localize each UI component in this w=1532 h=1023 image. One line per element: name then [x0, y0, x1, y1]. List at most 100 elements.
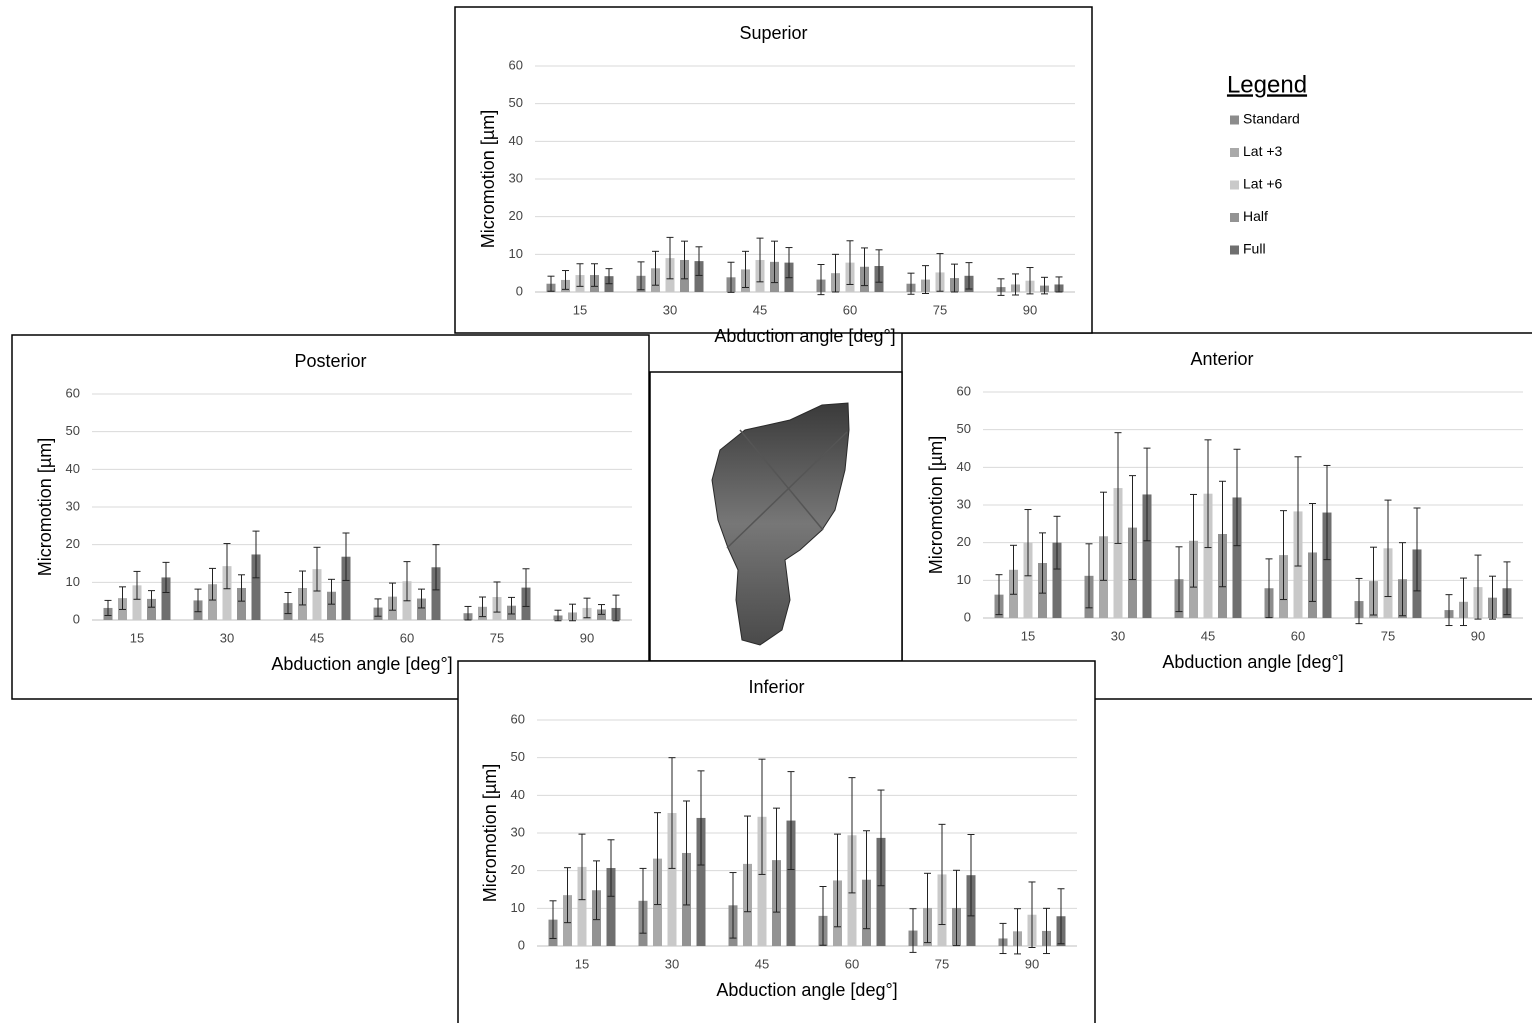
- x-tick-label: 90: [1025, 956, 1039, 971]
- error-bar: [652, 250, 659, 286]
- error-bar: [1503, 561, 1511, 616]
- error-bar: [938, 823, 946, 926]
- error-bar: [1129, 475, 1136, 581]
- error-bar: [1460, 577, 1467, 627]
- chart-title: Anterior: [1190, 349, 1253, 369]
- error-bar: [418, 588, 425, 609]
- error-bar: [639, 867, 647, 934]
- bar: [431, 567, 441, 620]
- error-bar: [729, 872, 737, 939]
- legend-label: Lat +3: [1243, 143, 1283, 159]
- error-bar: [374, 598, 382, 617]
- error-bar: [1143, 447, 1151, 542]
- error-bar: [863, 830, 870, 930]
- error-bar: [1370, 546, 1377, 616]
- y-tick-label: 50: [511, 749, 525, 764]
- error-bar: [1024, 509, 1032, 577]
- bar: [1142, 494, 1152, 618]
- error-bar: [1474, 554, 1482, 620]
- error-bar: [907, 272, 915, 295]
- error-bar: [607, 839, 615, 897]
- y-tick-label: 50: [509, 95, 523, 110]
- x-tick-label: 90: [1471, 628, 1485, 643]
- error-bar: [605, 268, 613, 285]
- error-bar: [1175, 546, 1183, 613]
- error-bar: [924, 872, 931, 944]
- error-bar: [1114, 432, 1122, 544]
- error-bar: [104, 599, 112, 616]
- error-bar: [576, 263, 584, 287]
- bar: [667, 813, 677, 946]
- error-bar: [1323, 464, 1331, 561]
- legend-swatch: [1230, 213, 1239, 222]
- error-bar: [758, 758, 766, 875]
- error-bar: [668, 757, 676, 869]
- error-bar: [223, 543, 231, 590]
- error-bar: [569, 603, 576, 622]
- bar: [876, 837, 886, 946]
- x-tick-label: 60: [845, 956, 859, 971]
- error-bar: [133, 570, 141, 600]
- error-bar: [403, 561, 411, 602]
- error-bar: [819, 885, 827, 946]
- error-bar: [1355, 577, 1363, 625]
- bar: [1232, 497, 1242, 618]
- error-bar: [547, 275, 555, 292]
- bar: [694, 261, 704, 292]
- x-tick-label: 30: [663, 302, 677, 317]
- chart-panel: Posterior 0 10 20 30 40 50 60 Micromotion [µm] Ab…: [11, 334, 650, 700]
- bar: [161, 577, 171, 620]
- error-bar: [209, 567, 216, 601]
- error-bar: [299, 570, 306, 606]
- y-tick-label: 60: [957, 383, 971, 398]
- y-tick-label: 20: [66, 536, 80, 551]
- y-tick-label: 30: [511, 824, 525, 839]
- chart-panel: Anterior 0 10 20 30 40 50 60 Micromotion [µm] Abd…: [901, 332, 1532, 700]
- y-tick-label: 10: [66, 574, 80, 589]
- error-bar: [909, 908, 917, 953]
- chart-panel: Inferior 0 10 20 30 40 50 60 Micromotion [µm] Abd…: [457, 660, 1096, 1023]
- error-bar: [695, 246, 703, 276]
- x-tick-label: 45: [753, 302, 767, 317]
- y-tick-label: 60: [509, 57, 523, 72]
- chart-panel: Superior 0 10 20 30 40 50 60 Micromotion [µm] Abd…: [454, 6, 1093, 346]
- error-bar: [342, 532, 350, 581]
- error-bar: [1190, 493, 1197, 588]
- error-bar: [313, 546, 321, 592]
- error-bar: [654, 812, 661, 906]
- x-tick-label: 75: [935, 956, 949, 971]
- bar: [1023, 542, 1033, 618]
- x-tick-label: 45: [755, 956, 769, 971]
- error-bar: [598, 604, 605, 615]
- y-tick-label: 10: [957, 572, 971, 587]
- chart-title: Inferior: [748, 677, 804, 697]
- error-bar: [1309, 502, 1316, 602]
- x-tick-label: 45: [1201, 628, 1215, 643]
- error-bar: [817, 264, 825, 296]
- y-tick-label: 0: [516, 283, 523, 298]
- error-bar: [1219, 480, 1226, 588]
- error-bar: [637, 261, 645, 291]
- bar: [417, 598, 426, 620]
- error-bar: [756, 237, 764, 283]
- error-bar: [554, 609, 562, 622]
- error-bar: [194, 588, 202, 613]
- error-bar: [1413, 507, 1421, 592]
- x-axis-label: Abduction angle [deg°]: [714, 326, 895, 346]
- error-bar: [238, 574, 245, 602]
- x-axis-label: Abduction angle [deg°]: [1162, 652, 1343, 672]
- error-bar: [493, 581, 501, 613]
- error-bar: [785, 247, 793, 279]
- error-bar: [1010, 544, 1017, 595]
- legend-label: Full: [1243, 241, 1266, 257]
- legend-label: Lat +6: [1243, 176, 1283, 192]
- error-bar: [1014, 908, 1021, 955]
- x-tick-label: 30: [220, 630, 234, 645]
- error-bar: [997, 278, 1005, 296]
- error-bar: [1445, 594, 1453, 627]
- legend-swatch: [1230, 180, 1239, 190]
- error-bar: [1100, 491, 1107, 581]
- y-tick-label: 40: [957, 459, 971, 474]
- y-tick-label: 20: [511, 862, 525, 877]
- error-bar: [1039, 532, 1046, 594]
